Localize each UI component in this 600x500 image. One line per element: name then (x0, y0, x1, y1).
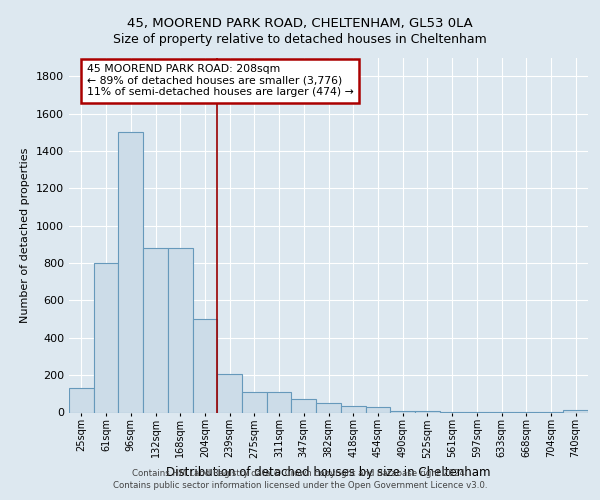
Bar (365, 407, 390, 412)
Bar (292, 400, 316, 412)
Text: Size of property relative to detached houses in Cheltenham: Size of property relative to detached ho… (113, 32, 487, 46)
Bar (267, 392, 292, 412)
Bar (390, 410, 415, 412)
Bar (168, 248, 193, 412)
Y-axis label: Number of detached properties: Number of detached properties (20, 148, 31, 322)
Bar (563, 410, 588, 412)
Text: Contains HM Land Registry data © Crown copyright and database right 2024.: Contains HM Land Registry data © Crown c… (132, 468, 468, 477)
Bar (193, 319, 217, 412)
Text: Contains public sector information licensed under the Open Government Licence v3: Contains public sector information licen… (113, 481, 487, 490)
X-axis label: Distribution of detached houses by size in Cheltenham: Distribution of detached houses by size … (166, 466, 491, 479)
Bar (217, 374, 242, 412)
Bar (94, 263, 118, 412)
Bar (69, 388, 94, 412)
Bar (118, 132, 143, 412)
Text: 45 MOOREND PARK ROAD: 208sqm
← 89% of detached houses are smaller (3,776)
11% of: 45 MOOREND PARK ROAD: 208sqm ← 89% of de… (87, 64, 353, 97)
Bar (415, 410, 440, 412)
Bar (341, 406, 365, 412)
Text: 45, MOOREND PARK ROAD, CHELTENHAM, GL53 0LA: 45, MOOREND PARK ROAD, CHELTENHAM, GL53 … (127, 18, 473, 30)
Bar (143, 248, 168, 412)
Bar (316, 403, 341, 412)
Bar (242, 392, 267, 412)
